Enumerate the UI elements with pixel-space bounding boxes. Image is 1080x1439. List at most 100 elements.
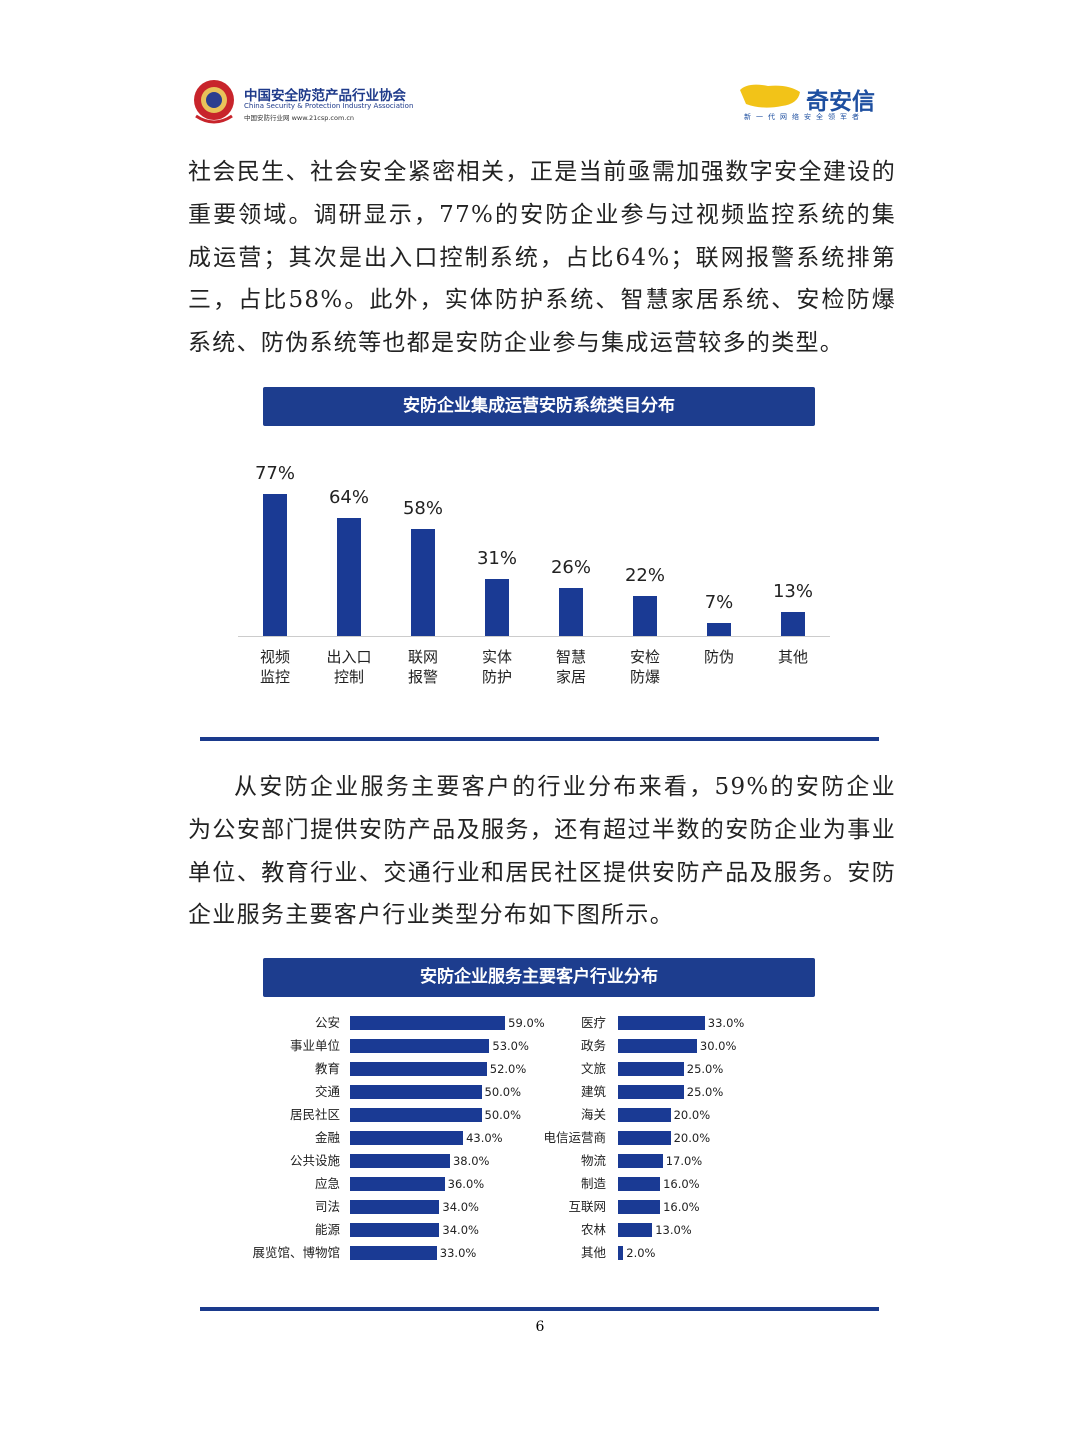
value-label: 52.0%: [489, 1062, 527, 1076]
category-label: 海关: [580, 1107, 606, 1122]
org-english: China Security & Protection Industry Ass…: [244, 102, 414, 110]
value-label: 50.0%: [484, 1085, 522, 1099]
category-label: 能源: [314, 1222, 340, 1237]
value-label: 34.0%: [442, 1200, 479, 1214]
bar: [350, 1246, 437, 1260]
bar: [618, 1108, 671, 1122]
value-label: 50.0%: [484, 1108, 522, 1122]
value-label: 36.0%: [447, 1177, 485, 1191]
bar: [618, 1223, 653, 1237]
x-tick-label: 智慧 家居: [555, 648, 586, 686]
category-label: 文旅: [580, 1061, 606, 1076]
value-label: 31%: [476, 547, 517, 569]
brand-logo: [740, 84, 800, 108]
bar: [618, 1039, 697, 1053]
category-label: 司法: [314, 1199, 340, 1214]
bar: [350, 1131, 464, 1145]
value-label: 25.0%: [686, 1085, 724, 1099]
value-label: 22%: [624, 564, 665, 586]
bar: [781, 612, 805, 636]
category-label: 农林: [580, 1222, 606, 1237]
bar: [350, 1062, 487, 1076]
value-label: 33.0%: [707, 1016, 745, 1030]
value-label: 13%: [772, 581, 813, 603]
value-label: 20.0%: [673, 1108, 711, 1122]
bar: [618, 1200, 661, 1214]
paragraph: 社会民生、社会安全紧密相关，正是当前亟需加强数字安全建设的重要领域。调研显示，7…: [188, 159, 896, 357]
value-label: 59.0%: [508, 1016, 545, 1030]
value-label: 33.0%: [439, 1246, 477, 1260]
category-label: 居民社区: [289, 1107, 340, 1122]
value-label: 13.0%: [655, 1223, 692, 1237]
bar: [350, 1223, 440, 1237]
value-label: 43.0%: [466, 1131, 503, 1145]
value-label: 16.0%: [663, 1177, 700, 1191]
value-label: 7%: [704, 592, 734, 614]
org-logo: [194, 80, 234, 124]
value-label: 26%: [550, 557, 591, 579]
bar: [350, 1085, 482, 1099]
category-label: 公共设施: [289, 1153, 340, 1168]
bar: [707, 623, 731, 636]
category-label: 医疗: [580, 1015, 606, 1030]
category-label: 物流: [580, 1153, 606, 1168]
category-label: 教育: [314, 1061, 340, 1076]
bar: [350, 1200, 440, 1214]
x-tick-label: 其他: [777, 648, 808, 666]
bar: [618, 1085, 684, 1099]
category-label: 互联网: [568, 1199, 606, 1214]
category-label: 公安: [314, 1015, 340, 1030]
x-tick-label: 联网 报警: [407, 648, 438, 686]
category-label: 展览馆、博物馆: [252, 1245, 340, 1260]
bar: [618, 1154, 663, 1168]
bar: [350, 1177, 445, 1191]
category-label: 建筑: [580, 1084, 606, 1099]
value-label: 58%: [402, 498, 443, 520]
bar: [485, 578, 509, 636]
category-label: 交通: [314, 1084, 340, 1099]
value-label: 64%: [328, 487, 369, 509]
bar: [337, 518, 361, 636]
value-label: 17.0%: [665, 1154, 703, 1168]
brand-slogan: 新一代网络安全领军者: [744, 113, 864, 121]
bar: [350, 1016, 506, 1030]
x-tick-label: 安检 防爆: [629, 648, 660, 686]
category-label: 电信运营商: [543, 1130, 606, 1145]
value-label: 30.0%: [699, 1039, 737, 1053]
value-label: 25.0%: [686, 1062, 724, 1076]
x-tick-label: 防伪: [703, 648, 734, 666]
bar: [618, 1177, 661, 1191]
value-label: 77%: [254, 463, 295, 485]
value-label: 34.0%: [442, 1223, 479, 1237]
value-label: 16.0%: [663, 1200, 700, 1214]
bar: [350, 1108, 482, 1122]
value-label: 53.0%: [492, 1039, 529, 1053]
x-tick-label: 视频 监控: [259, 648, 290, 686]
value-label: 38.0%: [452, 1154, 490, 1168]
x-tick-label: 实体 防护: [481, 648, 512, 686]
bar: [618, 1131, 671, 1145]
category-label: 事业单位: [289, 1038, 340, 1053]
axis-line: [238, 636, 830, 637]
bar: [618, 1016, 705, 1030]
paragraph: 从安防企业服务主要客户的行业分布来看，59%的安防企业为公安部门提供安防产品及服…: [188, 774, 896, 929]
category-label: 政务: [580, 1038, 606, 1053]
bar: [559, 588, 583, 636]
bar: [263, 494, 287, 636]
org-name: 中国安全防范产品行业协会: [244, 88, 406, 104]
category-label: 其他: [580, 1245, 606, 1260]
bar: [350, 1154, 450, 1168]
divider: [200, 1307, 879, 1311]
value-label: 20.0%: [673, 1131, 711, 1145]
x-tick-label: 出入口 控制: [326, 648, 372, 686]
bar: [411, 529, 435, 636]
divider: [200, 737, 879, 741]
bar: [618, 1246, 624, 1260]
chart-title: 安防企业服务主要客户行业分布: [263, 958, 815, 997]
bar: [633, 595, 657, 636]
category-label: 应急: [314, 1176, 340, 1191]
page-number: 6: [535, 1319, 545, 1335]
value-label: 2.0%: [626, 1246, 656, 1260]
bar: [618, 1062, 684, 1076]
